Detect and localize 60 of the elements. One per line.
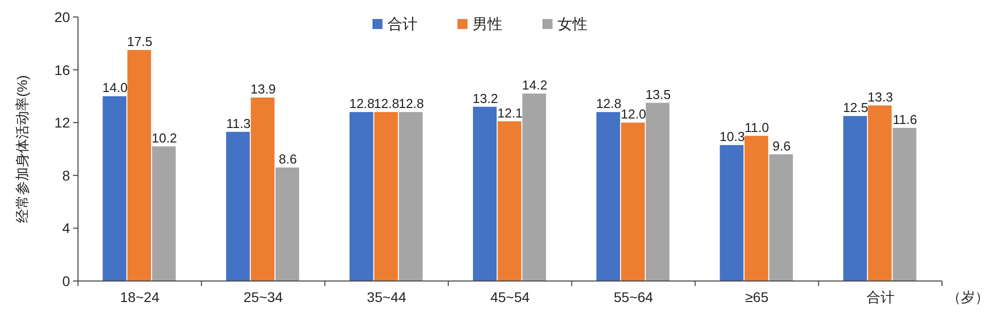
data-label: 12.8	[349, 96, 375, 112]
bar	[350, 112, 374, 281]
x-tick-label: 45~54	[490, 289, 530, 305]
bar	[621, 122, 645, 281]
data-label: 12.8	[398, 96, 424, 112]
bar	[744, 136, 768, 281]
data-label: 8.6	[278, 151, 297, 166]
data-label: 14.0	[102, 80, 128, 96]
y-tick-label: 4	[62, 220, 70, 236]
y-axis-title: 经常参加身体活动率(%)	[14, 75, 30, 223]
bar	[596, 112, 620, 281]
data-label: 11.0	[744, 120, 770, 135]
data-label: 12.8	[374, 96, 400, 112]
bar	[102, 96, 126, 281]
bar	[769, 154, 793, 281]
data-label: 14.2	[522, 78, 548, 93]
bar	[892, 128, 916, 281]
y-tick-label: 8	[62, 167, 70, 184]
data-label: 12.0	[620, 106, 646, 122]
legend-label: 合计	[388, 16, 418, 33]
data-label: 9.6	[772, 138, 791, 154]
legend-label: 女性	[558, 16, 588, 33]
bar	[127, 50, 152, 281]
data-label: 11.3	[226, 116, 251, 131]
y-tick-label: 0	[62, 273, 70, 289]
x-tick-label: 55~64	[614, 289, 654, 305]
bar	[226, 132, 250, 281]
bar	[646, 102, 670, 281]
bar	[522, 94, 546, 281]
x-tick-label: 合计	[866, 289, 894, 305]
x-tick-label: 18~24	[120, 289, 160, 305]
y-tick-label: 20	[54, 9, 70, 25]
data-label: 11.6	[892, 112, 918, 127]
bar	[398, 112, 423, 281]
data-label: 17.5	[127, 34, 152, 49]
bar	[868, 105, 892, 281]
bar	[374, 112, 398, 281]
data-label: 13.3	[868, 89, 893, 104]
y-tick-label: 16	[54, 62, 70, 78]
data-label: 12.5	[842, 100, 868, 115]
data-label: 12.1	[497, 105, 523, 120]
data-label: 13.9	[250, 82, 276, 97]
x-tick-label: 35~44	[366, 289, 406, 305]
legend-label: 男性	[472, 16, 502, 33]
x-axis-title: （岁）	[947, 289, 989, 305]
x-tick-label: 25~34	[243, 289, 284, 305]
bar	[250, 98, 274, 281]
data-label: 13.2	[472, 90, 498, 106]
data-label: 10.2	[152, 130, 178, 146]
bar	[720, 145, 744, 281]
bar	[152, 146, 176, 281]
y-tick-label: 12	[54, 114, 70, 131]
bar	[275, 167, 300, 281]
x-tick-label: ≥65	[745, 289, 769, 305]
bar	[498, 121, 522, 281]
data-label: 13.5	[645, 86, 671, 102]
data-label: 12.8	[596, 96, 622, 112]
data-label: 10.3	[720, 129, 745, 144]
bar	[843, 116, 867, 281]
bar	[472, 106, 497, 281]
